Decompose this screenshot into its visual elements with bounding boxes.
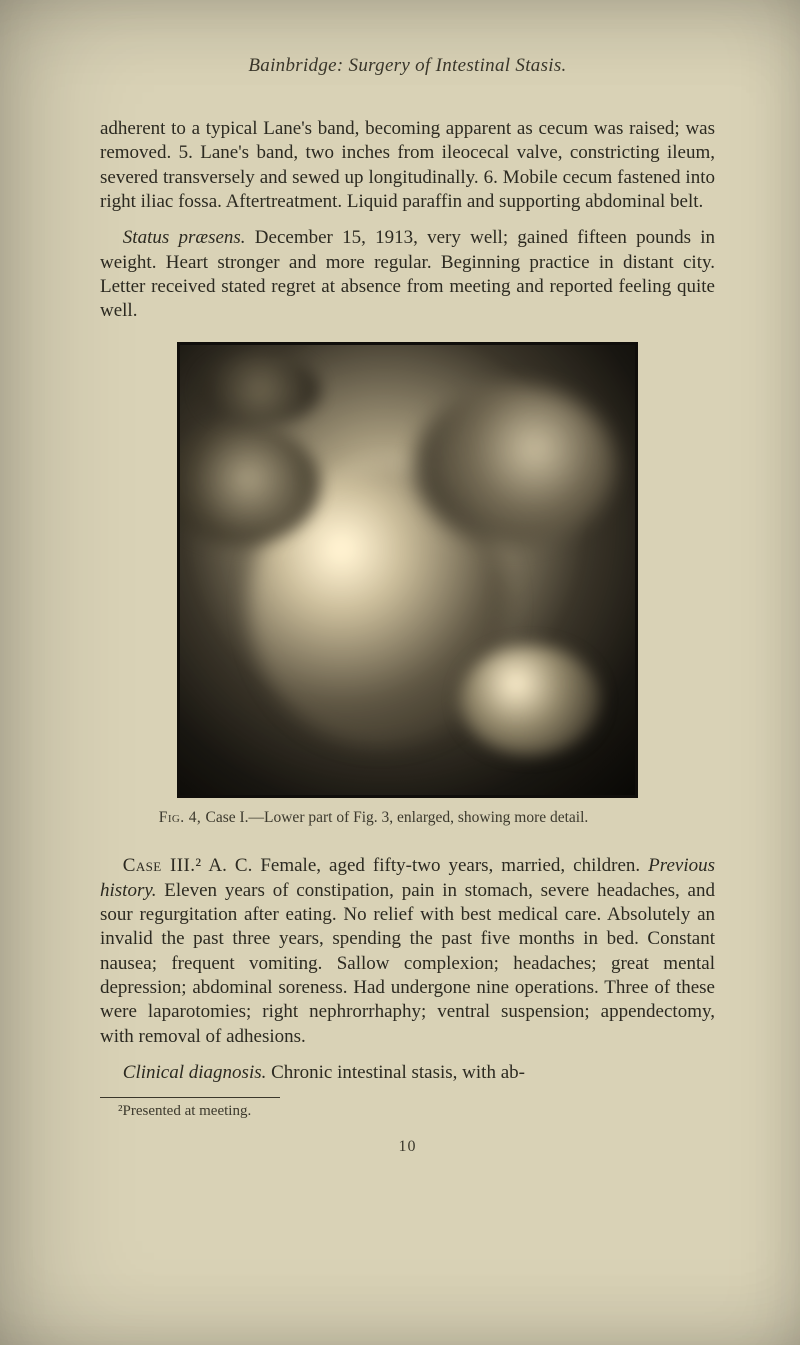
case-label: Case III.²: [123, 855, 202, 876]
figure-caption-body: Case I.—Lower part of Fig. 3, enlarged, …: [205, 809, 588, 826]
figure-4-image: [177, 342, 638, 798]
paragraph-4: Clinical diagnosis. Chronic intestinal s…: [100, 1061, 715, 1085]
paragraph-1: adherent to a typical Lane's band, becom…: [100, 117, 715, 214]
page-number: 10: [100, 1138, 715, 1156]
figure-blob: [177, 425, 320, 545]
figure-blob: [460, 645, 600, 755]
paragraph-3-lead: A. C. Female, aged fifty-two years, marr…: [201, 855, 648, 876]
paragraph-3: Case III.² A. C. Female, aged fifty-two …: [100, 854, 715, 1049]
footnote: ²Presented at meeting.: [100, 1103, 715, 1120]
paragraph-4-body: Chronic intestinal stasis, with ab-: [266, 1062, 525, 1083]
paragraph-3-body: Eleven years of constipation, pain in st…: [100, 880, 715, 1047]
figure-4-caption: Fig. 4, Case I.—Lower part of Fig. 3, en…: [134, 808, 715, 829]
clinical-diagnosis-label: Clinical diagnosis.: [123, 1062, 267, 1083]
figure-caption-lead: Fig. 4,: [159, 809, 206, 826]
running-header: Bainbridge: Surgery of Intestinal Stasis…: [100, 55, 715, 77]
paragraph-2: Status præsens. December 15, 1913, very …: [100, 226, 715, 323]
status-praesens-label: Status præsens.: [123, 227, 246, 248]
footnote-rule: [100, 1097, 280, 1098]
figure-4: [100, 342, 715, 798]
figure-blob: [200, 355, 320, 425]
